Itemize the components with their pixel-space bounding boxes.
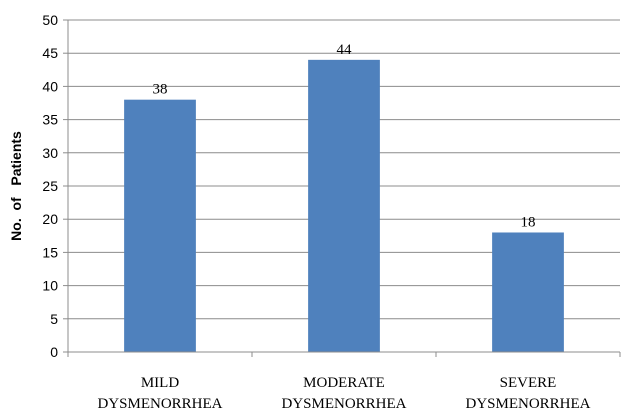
x-category-label: DYSMENORRHEA: [465, 396, 590, 412]
data-labels: 38 44 18: [153, 42, 536, 231]
y-tick-label: 35: [42, 112, 58, 128]
y-axis-ticks: 0 5 10 15 20 25 30 35 40 45 50: [42, 12, 68, 360]
x-category-label: SEVERE: [500, 375, 557, 391]
y-tick-label: 10: [42, 278, 58, 294]
y-axis-label: No. of Patients: [8, 131, 24, 241]
x-category-label: DYSMENORRHEA: [97, 396, 222, 412]
x-axis-categories: MILD DYSMENORRHEA MODERATE DYSMENORRHEA SEVE…: [97, 375, 590, 412]
bar: [308, 59, 380, 353]
axes: [67, 20, 621, 357]
y-tick-label: 45: [42, 45, 58, 61]
x-category-label: DYSMENORRHEA: [281, 396, 406, 412]
data-label: 38: [153, 82, 168, 98]
y-tick-label: 20: [42, 211, 58, 227]
y-tick-label: 5: [50, 311, 58, 327]
y-tick-label: 40: [42, 78, 58, 94]
x-category-label: MODERATE: [303, 375, 385, 391]
data-label: 44: [337, 42, 353, 58]
bars: [124, 59, 564, 353]
y-tick-label: 0: [50, 344, 58, 360]
x-category-label: MILD: [141, 375, 179, 391]
data-label: 18: [521, 214, 536, 230]
bar: [124, 99, 196, 353]
y-tick-label: 50: [42, 12, 58, 28]
y-tick-label: 30: [42, 145, 58, 161]
bar: [492, 232, 564, 352]
y-tick-label: 25: [42, 178, 58, 194]
y-tick-label: 15: [42, 244, 58, 260]
